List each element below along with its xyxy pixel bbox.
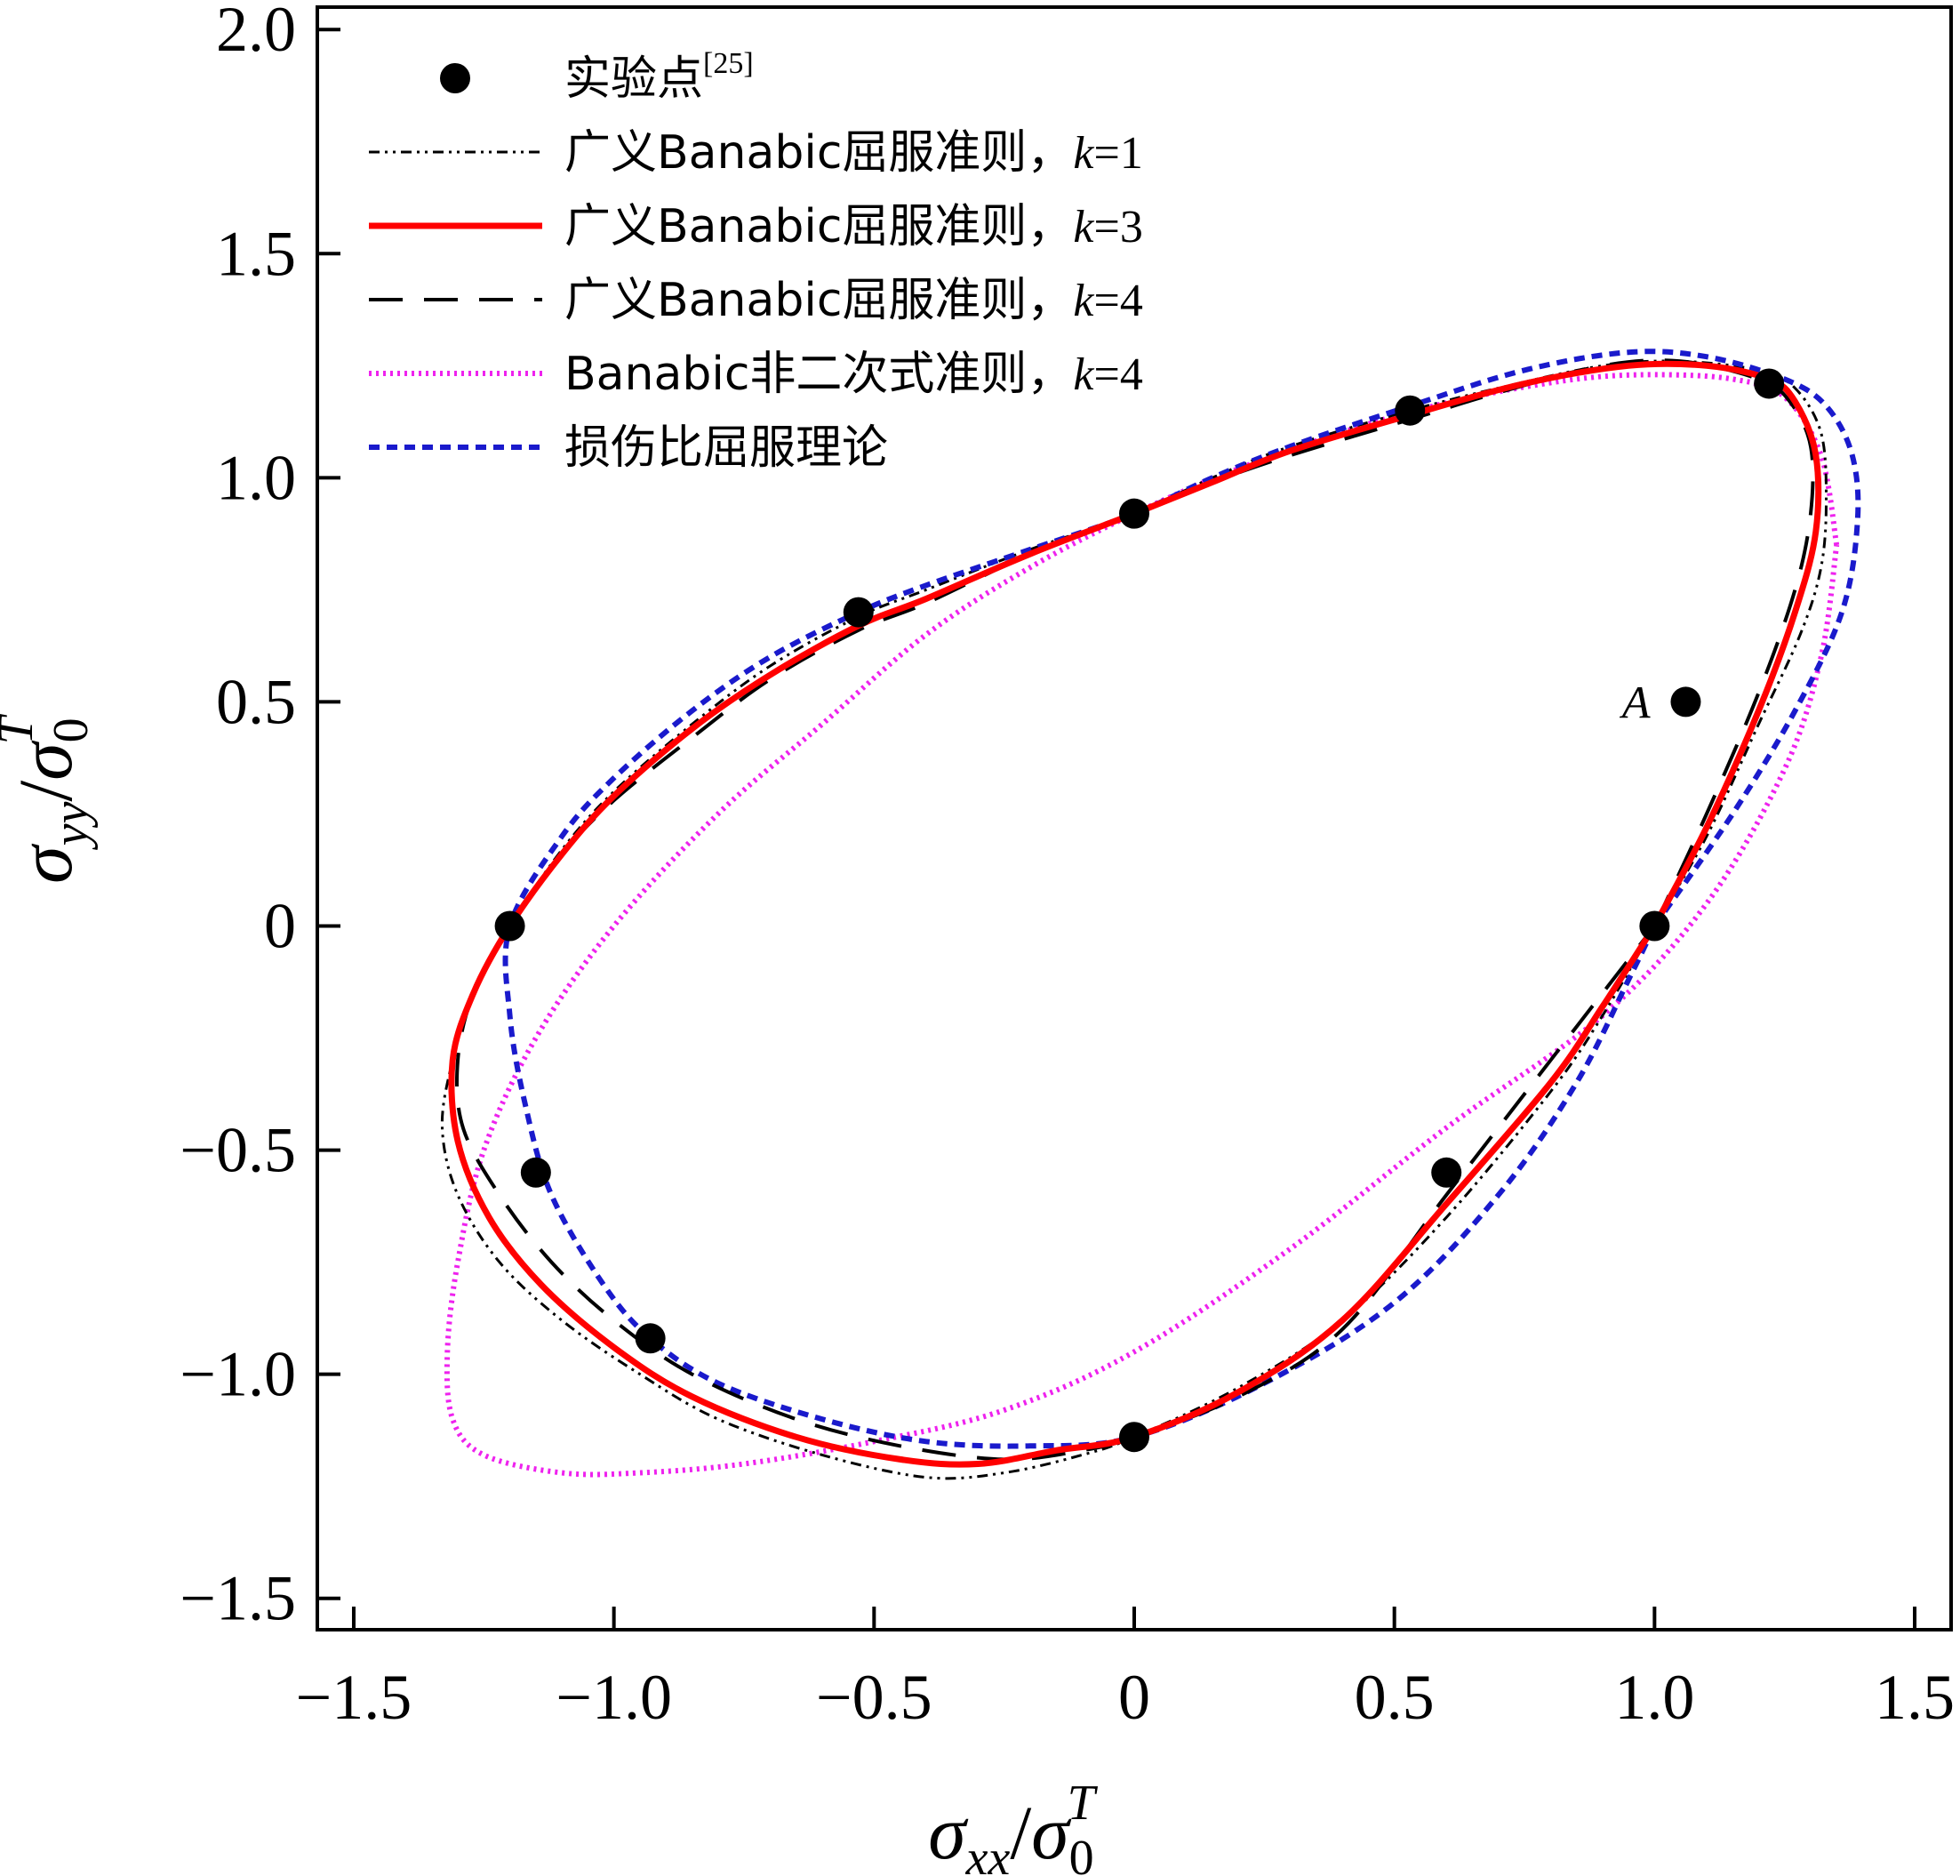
y-tick-label: −1.0: [180, 1339, 296, 1410]
y-axis-label-sub: yy: [44, 802, 99, 851]
data-point: [1754, 368, 1785, 399]
legend-label-0: 实验点[25]: [564, 47, 754, 106]
y-tick-label: 2.0: [216, 0, 296, 65]
data-point: [1639, 910, 1670, 942]
legend-label-4: Banabic非二次式准则，k=4: [564, 348, 1143, 401]
x-tick-label: 1.5: [1875, 1662, 1955, 1733]
x-tick-label: 0: [1118, 1662, 1150, 1733]
x-axis-label-sup2: T: [1068, 1776, 1099, 1831]
data-point: [1119, 1422, 1149, 1453]
legend-marker: [440, 63, 470, 93]
y-axis-label-sigma: σ: [3, 843, 88, 884]
x-tick-label: 1.0: [1614, 1662, 1694, 1733]
annotation-a: A: [1620, 677, 1651, 728]
legend: 实验点[25] 广义Banabic屈服准则，k=1 广义Banabic屈服准则，k=…: [369, 47, 1143, 475]
series-line-2: [448, 360, 1822, 1468]
x-axis-label-slash: /: [1010, 1790, 1031, 1875]
series-line-4: [444, 372, 1840, 1478]
y-tick-label: 1.0: [216, 442, 296, 513]
legend-label-1: 广义Banabic屈服准则，k=1: [564, 126, 1143, 180]
data-point: [494, 910, 525, 942]
data-point: [520, 1157, 551, 1188]
x-axis-label-sub: xx: [965, 1831, 1011, 1876]
data-point: [843, 597, 874, 628]
y-axis-label: σyy/σ0T: [0, 713, 99, 883]
x-tick-label: −0.5: [816, 1662, 932, 1733]
y-tick-label: −0.5: [180, 1115, 296, 1186]
x-axis-label-sigma: σ: [928, 1790, 969, 1875]
markers-layer: [494, 368, 1785, 1453]
data-point: [1670, 686, 1701, 718]
series-line-5: [502, 349, 1861, 1449]
y-tick-label: −1.5: [180, 1563, 296, 1634]
x-tick-label: 0.5: [1355, 1662, 1435, 1733]
y-tick-label: 1.5: [216, 218, 296, 289]
x-axis-label: σxx/σ0T: [928, 1776, 1098, 1876]
y-tick-label: 0.5: [216, 666, 296, 737]
data-point: [1431, 1157, 1462, 1188]
x-tick-label: −1.5: [296, 1662, 412, 1733]
legend-label-2: 广义Banabic屈服准则，k=3: [564, 200, 1143, 253]
y-ticks: −1.5 −1.0 −0.5 0 0.5 1.0 1.5 2.0: [180, 0, 340, 1634]
data-point: [1395, 395, 1426, 426]
x-tick-label: −1.0: [556, 1662, 672, 1733]
y-axis-label-sigma2: σ: [3, 740, 88, 781]
y-axis-label-sub2: 0: [44, 718, 99, 742]
x-axis-label-sub2: 0: [1069, 1831, 1094, 1876]
legend-label-3: 广义Banabic屈服准则，k=4: [564, 274, 1143, 327]
legend-label-5: 损伤比屈服理论: [564, 421, 888, 475]
x-ticks: −1.5 −1.0 −0.5 0 0.5 1.0 1.5: [296, 1607, 1955, 1733]
y-axis-label-sup2: T: [0, 713, 44, 744]
data-point: [635, 1323, 666, 1354]
series-line-3: [454, 358, 1815, 1462]
data-point: [1119, 498, 1149, 529]
y-axis-label-slash: /: [3, 781, 88, 802]
x-axis-label-sigma2: σ: [1031, 1790, 1072, 1875]
y-tick-label: 0: [264, 890, 296, 961]
